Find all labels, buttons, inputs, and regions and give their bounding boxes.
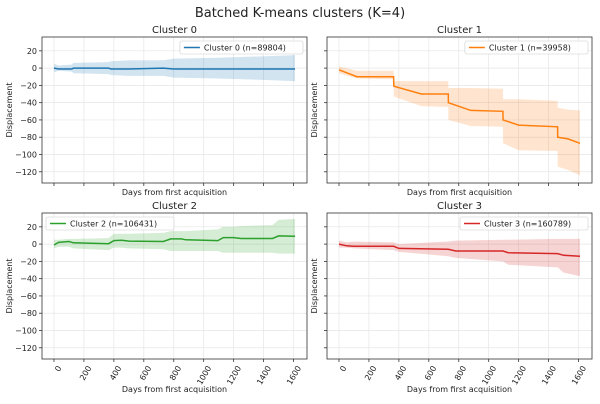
- legend: Cluster 0 (n=89804): [179, 40, 304, 55]
- x-tick-label: 1400: [255, 364, 273, 386]
- x-tick-label: 1200: [510, 364, 528, 386]
- panel-cluster-2: 0 200 400 600 800 1000 1200 1400 1600200−20−40−6…: [5, 201, 308, 394]
- confidence-band: [54, 55, 295, 82]
- x-axis-label: Days from first acquisition: [122, 385, 227, 394]
- y-axis-label: Displacement: [5, 83, 14, 138]
- legend-label: Cluster 3 (n=160789): [484, 220, 571, 229]
- mean-line: [53, 235, 296, 246]
- x-tick-label: 600: [423, 364, 438, 382]
- y-axis-label: Displacement: [310, 83, 319, 138]
- x-axis-label: Days from first acquisition: [407, 188, 512, 197]
- x-tick-label: 1600: [570, 364, 588, 386]
- axes-frame: [326, 36, 593, 184]
- y-tick-label: −120: [15, 168, 37, 177]
- y-tick-label: 20: [27, 223, 37, 232]
- mean-line: [338, 69, 581, 145]
- y-axis-label: Displacement: [310, 259, 319, 314]
- plot-area: [42, 213, 307, 359]
- panel-cluster-3: 0 200 400 600 800 1000 1200 1400 1600 Cluster 3 (…: [310, 201, 593, 394]
- y-tick-label: −80: [20, 309, 37, 318]
- confidence-band: [54, 219, 295, 254]
- figure-title: Batched K-means clusters (K=4): [195, 6, 405, 21]
- x-axis-label: Days from first acquisition: [122, 188, 227, 197]
- x-tick-label: 1000: [195, 364, 213, 386]
- y-tick-label: 0: [32, 64, 37, 73]
- x-tick-label: 200: [78, 364, 93, 382]
- axes-frame: [41, 36, 308, 184]
- legend-box: [464, 40, 589, 55]
- axes-frame: [326, 212, 593, 360]
- y-tick-label: −40: [20, 99, 37, 108]
- y-tick-label: −80: [20, 133, 37, 142]
- legend-box: [179, 40, 304, 55]
- panel-title: Cluster 2: [152, 201, 197, 212]
- legend-label: Cluster 2 (n=106431): [70, 220, 157, 229]
- y-tick-label: 0: [32, 240, 37, 249]
- y-tick-label: −100: [15, 150, 37, 159]
- legend: Cluster 3 (n=160789): [459, 216, 589, 231]
- mean-line: [338, 243, 581, 257]
- confidence-band: [339, 66, 580, 176]
- x-tick-label: 600: [138, 364, 153, 382]
- panel-title: Cluster 0: [152, 25, 197, 36]
- x-tick-label: 400: [108, 364, 123, 382]
- y-tick-label: −100: [15, 326, 37, 335]
- y-tick-label: 20: [27, 47, 37, 56]
- legend-box: [45, 216, 175, 231]
- x-tick-label: 200: [363, 364, 378, 382]
- legend: Cluster 1 (n=39958): [464, 40, 589, 55]
- x-tick-label: 1200: [225, 364, 243, 386]
- x-tick-label: 400: [393, 364, 408, 382]
- x-tick-label: 800: [168, 364, 183, 382]
- plot-area: [327, 37, 592, 183]
- y-tick-label: −120: [15, 344, 37, 353]
- legend-label: Cluster 0 (n=89804): [204, 44, 286, 53]
- x-axis-label: Days from first acquisition: [407, 385, 512, 394]
- x-tick-label: 0: [53, 364, 63, 373]
- legend: Cluster 2 (n=106431): [45, 216, 175, 231]
- y-axis-label: Displacement: [5, 259, 14, 314]
- axes-frame: [41, 212, 308, 360]
- x-tick-label: 1600: [285, 364, 303, 386]
- x-tick-label: 800: [453, 364, 468, 382]
- x-tick-label: 0: [338, 364, 348, 373]
- panel-title: Cluster 1: [437, 25, 482, 36]
- panel-title: Cluster 3: [437, 201, 482, 212]
- panel-cluster-1: Cluster 1 (n=39958) Cluster 1 Days from fi…: [310, 25, 593, 197]
- legend-label: Cluster 1 (n=39958): [489, 44, 571, 53]
- y-tick-label: −20: [20, 81, 37, 90]
- y-tick-label: −60: [20, 292, 37, 301]
- y-tick-label: −40: [20, 275, 37, 284]
- x-tick-label: 1400: [540, 364, 558, 386]
- plot-area: [42, 37, 307, 183]
- mean-line: [53, 67, 295, 70]
- x-tick-label: 1000: [480, 364, 498, 386]
- legend-box: [459, 216, 589, 231]
- y-tick-label: −20: [20, 257, 37, 266]
- panel-cluster-0: 20 0 −20 −40 −60 −80 −100 −120 Cluster 0 (n=8980…: [5, 25, 308, 197]
- plot-area: [327, 213, 592, 359]
- y-tick-label: −60: [20, 116, 37, 125]
